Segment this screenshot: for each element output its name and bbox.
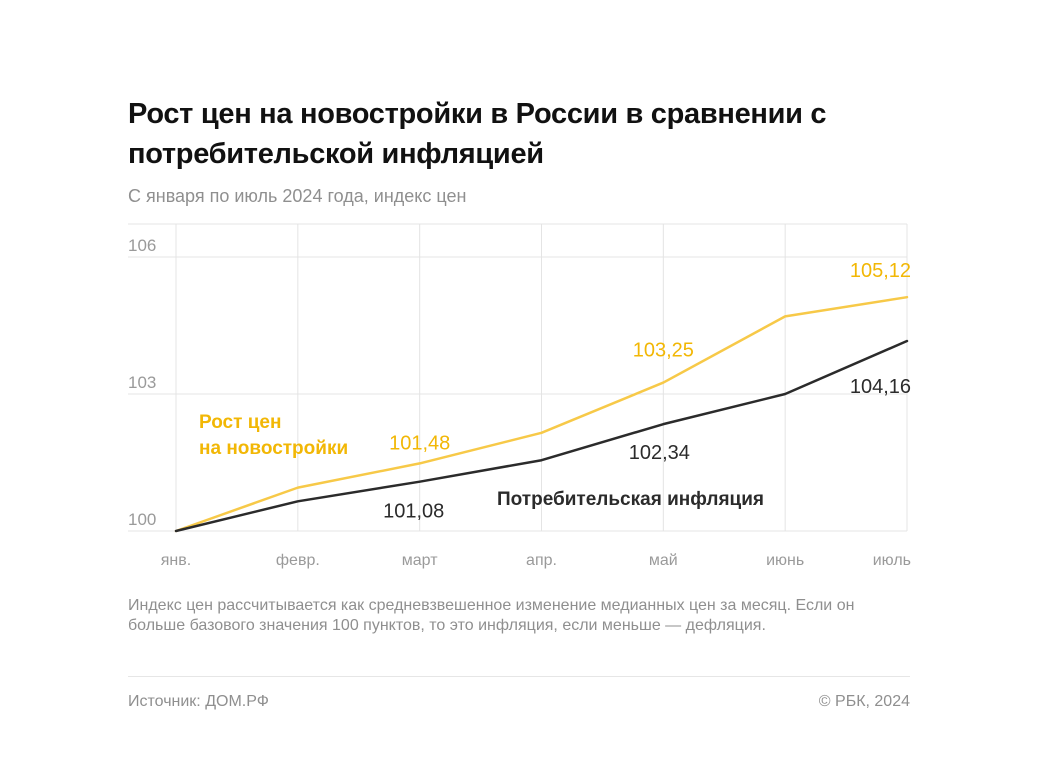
x-tick-label: июнь xyxy=(766,552,804,569)
y-tick-label: 106 xyxy=(128,236,156,255)
y-tick-label: 100 xyxy=(128,510,156,529)
series-name-new-buildings: Рост цен xyxy=(199,412,281,433)
series-name-inflation: Потребительская инфляция xyxy=(497,489,764,510)
chart-subtitle: С января по июль 2024 года, индекс цен xyxy=(128,186,467,206)
x-tick-label: март xyxy=(402,552,438,569)
chart-title: Рост цен на новостройки в России в сравн… xyxy=(128,98,827,170)
source-text: Источник: ДОМ.РФ xyxy=(128,693,269,710)
data-label: 104,16 xyxy=(850,376,911,398)
y-tick-label: 103 xyxy=(128,373,156,392)
x-tick-label: май xyxy=(649,552,678,569)
chart-grid xyxy=(128,223,908,532)
x-tick-label: февр. xyxy=(276,552,320,569)
data-label: 105,12 xyxy=(850,260,911,282)
data-label: 101,48 xyxy=(389,432,450,454)
x-tick-label: янв. xyxy=(161,552,191,569)
y-axis-ticks: 100 103 106 xyxy=(128,236,156,529)
series-lines xyxy=(174,295,909,533)
footer-divider xyxy=(128,676,910,677)
methodology-note: Индекс цен рассчитывается как средневзве… xyxy=(128,597,855,634)
x-axis-ticks: янв. февр. март апр. май июнь июль xyxy=(161,552,911,569)
x-tick-label: июль xyxy=(873,552,911,569)
data-label: 101,08 xyxy=(383,501,444,523)
series-name-labels: Рост цен на новостройки Потребительская ин… xyxy=(199,412,764,510)
series-line-new_buildings xyxy=(174,295,909,533)
series-line-inflation xyxy=(174,339,909,533)
data-labels: 101,48 103,25 105,12 101,08 102,34 104,16 xyxy=(383,260,911,522)
data-label: 103,25 xyxy=(633,340,694,362)
copyright-text: © РБК, 2024 xyxy=(818,693,910,710)
series-name-new-buildings: на новостройки xyxy=(199,438,348,459)
x-tick-label: апр. xyxy=(526,552,557,569)
data-label: 102,34 xyxy=(629,442,690,464)
